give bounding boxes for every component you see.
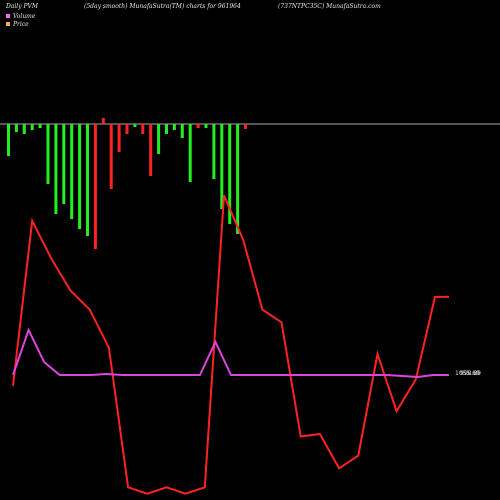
volume-bar [149,124,153,176]
volume-bar [7,124,10,156]
legend: Volume Price [6,12,35,28]
legend-item-price: Price [6,20,35,28]
volume-bar [157,124,161,154]
volume-bar [93,124,97,249]
price-value-label: 998.89 [460,370,481,377]
volume-bar [86,124,89,236]
volume-bar [22,124,26,134]
volume-bar [188,124,192,182]
volume-bar [180,124,184,138]
volume-bar [109,124,113,189]
legend-label-price: Price [13,20,29,28]
volume-bar [38,124,42,128]
volume-bar [220,124,224,209]
volume-bar [70,124,74,219]
volume-bar [117,124,121,152]
legend-swatch-volume [6,14,10,18]
volume-value-label: 1055.69 [455,370,480,377]
volume-bar [165,124,168,134]
price-line [12,195,449,495]
volume-bar [196,124,200,128]
volume-bar [14,124,18,132]
chart-title: (5day smooth) MunafaSutra(TM) charts for… [84,3,241,10]
volume-bar [125,124,129,134]
volume-bar [78,124,82,229]
volume-bar [30,124,34,130]
volume-bar [172,124,176,130]
volume-line [12,327,449,379]
volume-bar [204,124,208,128]
volume-bar [236,124,240,234]
volume-bar [101,118,105,124]
volume-bar [46,124,50,184]
legend-swatch-price [6,22,10,26]
volume-bar [228,124,232,224]
chart-symbol: (737NTPC35C) MunafaSutra.com [278,3,381,10]
chart-label-left: Daily PVM [6,3,39,10]
legend-label-volume: Volume [13,12,36,20]
volume-bar [244,124,247,129]
legend-item-volume: Volume [6,12,35,20]
volume-bar [133,124,137,127]
volume-bar [141,124,145,134]
volume-bar [54,124,58,214]
volume-bar [62,124,66,204]
volume-bar [212,124,216,179]
